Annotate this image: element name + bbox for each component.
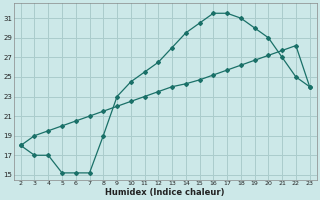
X-axis label: Humidex (Indice chaleur): Humidex (Indice chaleur) (106, 188, 225, 197)
